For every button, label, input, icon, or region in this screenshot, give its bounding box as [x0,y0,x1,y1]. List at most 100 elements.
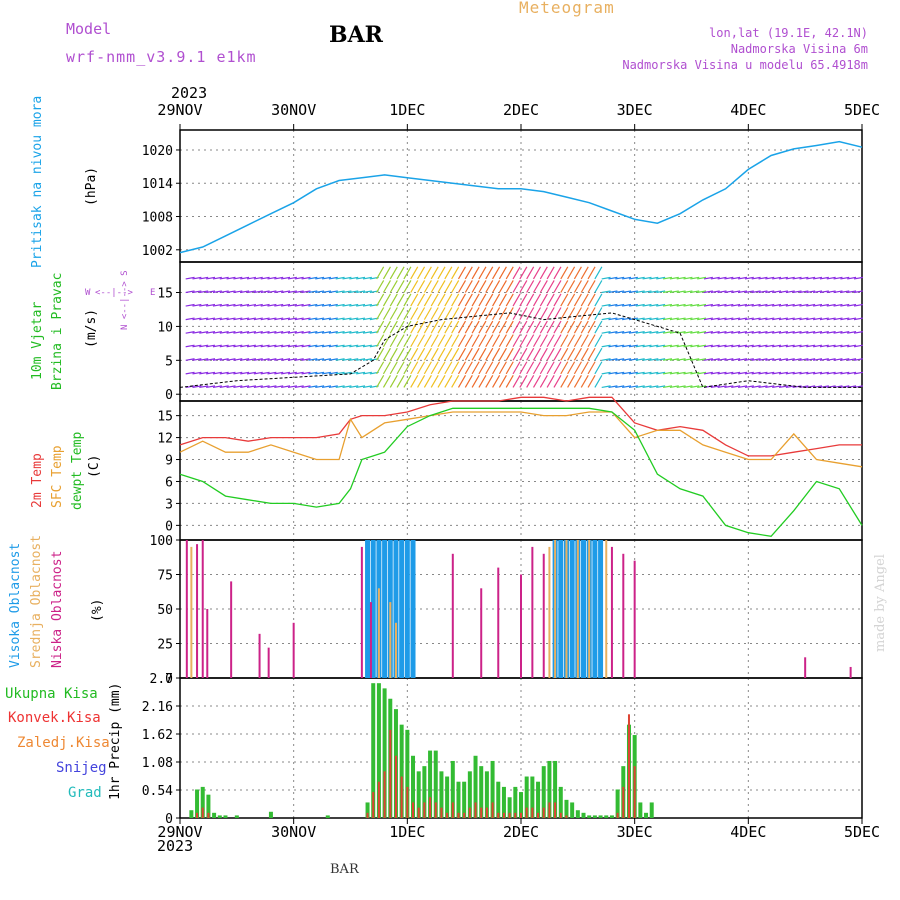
wind-barb [281,371,291,375]
wind-barb [765,385,775,389]
wind-barb [710,371,720,375]
precip-convective-bar [525,807,528,818]
wind-barb [594,347,603,361]
wind-barb [301,371,311,375]
wind-barb [417,361,426,375]
wind-barb [539,361,548,375]
precip-total-bar [268,811,273,818]
wind-barb [676,303,686,307]
precip-convective-bar [554,802,557,818]
wind-barb [294,358,304,361]
precip-total-bar [575,810,580,818]
wind-barb [785,385,795,389]
wind-barb [376,334,385,348]
precip-total-bar [501,786,506,818]
wind-barb [758,276,768,280]
precip-total-bar [587,815,592,818]
wind-barb [737,344,748,348]
precip-total-bar [206,794,211,818]
cloud-low-bar [292,622,295,678]
wind-barb [199,358,209,361]
precip-total-bar [234,815,239,818]
wind-barb [737,385,748,389]
wind-barb [683,331,693,334]
wind-barb [376,361,385,375]
precip-convective-bar [627,714,630,818]
cloud-low-bar [230,581,233,678]
wind-barb [765,358,775,361]
wind-barb [219,290,229,294]
wind-barb [792,331,802,334]
wind-barb [403,334,412,348]
wind-barb [724,344,734,348]
y-tick-label: 1014 [142,177,173,192]
wind-barb [246,303,257,307]
wind-barb [382,280,391,293]
wind-barb [212,385,222,389]
wind-barb [703,358,713,361]
precip-convective-bar [480,807,483,818]
wind-barb [751,344,761,348]
wind-barb [505,375,514,388]
wind-barb [580,280,589,293]
wind-barb [772,371,782,375]
wind-barb [281,358,291,361]
wind-barb [451,320,460,334]
wind-barb [185,358,195,361]
wind-barb [635,371,645,375]
wind-barb [690,290,700,294]
wind-barb [697,276,707,280]
wind-barb [382,320,391,334]
wind-barb [267,303,277,307]
wind-barb [219,303,229,307]
wind-barb [594,334,603,348]
precip-total-bar [581,812,586,818]
wind-barb [342,276,352,280]
wind-barb [580,347,589,361]
wind-barb [362,385,372,389]
precip-total-bar [615,789,620,818]
precip-total-bar [519,792,523,818]
wind-barb [608,331,618,334]
precip-convective-bar [434,802,437,818]
wind-barb [710,276,720,280]
wind-barb [649,290,659,294]
precip-convective-bar [372,792,375,818]
wind-barb [560,361,569,375]
precip-legend-hail: Grad [68,785,102,801]
wind-barb [437,375,446,388]
wind-barb [731,331,741,334]
wind-barb [642,344,652,348]
wind-barb [553,307,562,320]
precip-total-bar [428,750,433,818]
precip-total-bar [416,771,421,818]
wind-barb [724,276,734,280]
wind-barb [642,317,652,321]
wind-barb [403,307,412,320]
wind-barb [451,280,460,293]
wind-barb [349,358,359,361]
wind-barb [567,266,576,280]
wind-barb [328,385,338,389]
wind-barb [417,280,426,293]
wind-barb [403,266,412,280]
wind-barb [478,280,487,293]
wind-barb [567,280,576,293]
wind-barb [560,375,569,388]
wind-barb [464,293,473,307]
precip-total-bar [490,760,495,818]
precip-total-bar [223,815,228,818]
wind-barb [206,303,216,307]
wind-barb [321,331,332,334]
y-tick-label: 0 [165,388,173,403]
wind-barb [649,344,659,348]
wind-barb [321,317,332,321]
wind-barb [423,280,432,293]
precip-total-bar [649,802,654,818]
wind-barb [840,371,850,375]
wind-barb [308,358,318,361]
wind-barb [744,371,754,375]
precip-total-bar [524,776,529,818]
wind-barb [321,276,332,280]
wind-barb [226,276,236,280]
